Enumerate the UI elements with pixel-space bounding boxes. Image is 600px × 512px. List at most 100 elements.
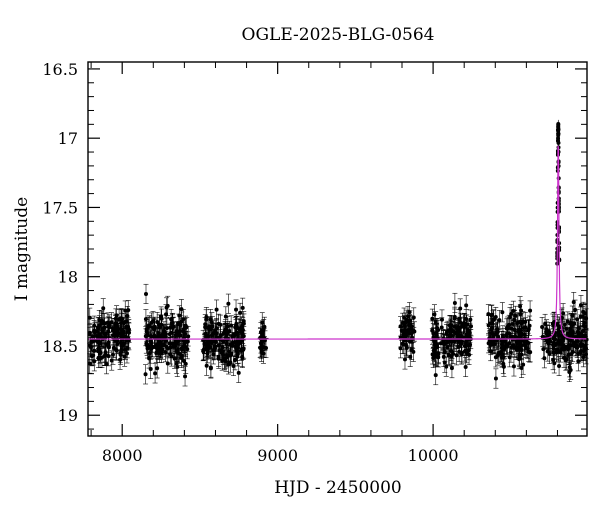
data-point: [455, 316, 461, 337]
data-marker: [398, 346, 403, 351]
data-marker: [528, 308, 533, 313]
data-point: [201, 340, 207, 361]
data-marker: [209, 327, 214, 332]
data-marker: [500, 342, 505, 347]
data-marker: [103, 350, 108, 355]
data-marker: [570, 350, 575, 355]
data-marker: [123, 308, 128, 313]
data-marker: [510, 321, 515, 326]
data-marker: [98, 341, 103, 346]
data-marker: [454, 331, 459, 336]
data-point: [551, 353, 557, 374]
data-point: [223, 306, 229, 327]
data-marker: [491, 317, 496, 322]
data-point: [241, 311, 247, 332]
data-point: [98, 333, 104, 354]
data-marker: [442, 341, 447, 346]
data-marker: [458, 306, 463, 311]
data-marker: [149, 320, 154, 325]
data-marker: [558, 350, 563, 355]
data-marker: [181, 359, 186, 364]
data-point: [179, 339, 185, 360]
data-marker: [177, 333, 182, 338]
data-point: [430, 348, 436, 369]
data-marker: [232, 332, 237, 337]
data-marker: [556, 140, 561, 145]
data-marker: [208, 366, 213, 371]
data-marker: [99, 318, 104, 323]
data-point: [174, 353, 180, 374]
data-marker: [462, 321, 467, 326]
data-marker: [181, 317, 186, 322]
data-marker: [489, 321, 494, 326]
data-point: [433, 365, 439, 386]
data-marker: [551, 336, 556, 341]
data-marker: [145, 343, 150, 348]
data-marker: [118, 331, 123, 336]
data-point: [527, 300, 533, 321]
data-marker: [110, 328, 115, 333]
data-marker: [463, 365, 468, 370]
data-point: [182, 366, 188, 387]
data-marker: [226, 301, 231, 306]
data-point: [259, 320, 265, 341]
data-marker: [155, 366, 160, 371]
data-point: [236, 362, 242, 383]
data-marker: [176, 339, 181, 344]
data-layer: [87, 119, 590, 389]
data-marker: [436, 355, 441, 360]
data-point: [454, 345, 460, 366]
data-point: [464, 324, 470, 345]
data-marker: [109, 358, 114, 363]
data-point: [152, 363, 158, 384]
data-marker: [241, 319, 246, 324]
data-marker: [174, 361, 179, 366]
data-marker: [106, 340, 111, 345]
data-marker: [121, 329, 126, 334]
data-marker: [567, 365, 572, 370]
data-marker: [234, 307, 239, 312]
data-point: [235, 334, 241, 355]
data-marker: [411, 349, 416, 354]
data-point: [435, 347, 441, 368]
data-marker: [126, 308, 131, 313]
data-marker: [240, 305, 245, 310]
data-point: [217, 314, 223, 335]
data-marker: [515, 320, 520, 325]
data-marker: [114, 347, 119, 352]
data-marker: [147, 324, 152, 329]
data-marker: [407, 323, 412, 328]
data-point: [117, 323, 123, 344]
data-marker: [527, 323, 532, 328]
data-marker: [562, 355, 567, 360]
data-marker: [183, 374, 188, 379]
data-point: [204, 355, 210, 376]
data-marker: [451, 351, 456, 356]
data-point: [148, 358, 154, 379]
data-marker: [238, 310, 243, 315]
data-marker: [113, 321, 118, 326]
data-marker: [124, 324, 129, 329]
data-point: [214, 299, 220, 320]
data-marker: [118, 352, 123, 357]
data-marker: [459, 351, 464, 356]
data-marker: [520, 319, 525, 324]
data-point: [149, 312, 155, 333]
data-point: [439, 309, 445, 330]
data-marker: [452, 314, 457, 319]
data-point: [459, 331, 465, 352]
data-marker: [404, 344, 409, 349]
data-marker: [507, 341, 512, 346]
data-point: [231, 324, 237, 345]
data-marker: [228, 353, 233, 358]
data-marker: [213, 339, 218, 344]
data-marker: [561, 336, 566, 341]
data-marker: [407, 310, 412, 315]
data-point: [123, 316, 129, 337]
data-marker: [458, 320, 463, 325]
data-marker: [547, 329, 552, 334]
data-point: [207, 331, 213, 352]
data-marker: [118, 340, 123, 345]
data-marker: [183, 361, 188, 366]
data-marker: [500, 346, 505, 351]
